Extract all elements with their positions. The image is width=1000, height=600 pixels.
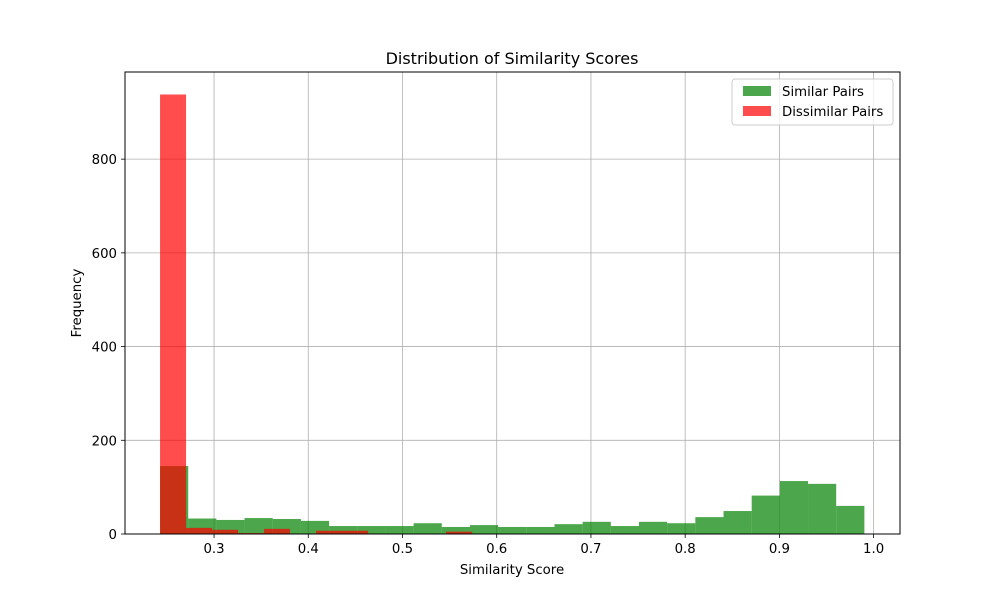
y-tick-label: 0	[109, 528, 117, 543]
histogram-bar	[385, 526, 414, 534]
y-tick-label: 200	[92, 434, 117, 449]
histogram-bar	[413, 523, 442, 534]
x-tick-label: 0.6	[486, 542, 507, 557]
histogram-bar	[446, 531, 473, 534]
histogram-bar	[808, 483, 837, 534]
legend-label-dissimilar: Dissimilar Pairs	[782, 105, 883, 120]
x-tick-label: 0.5	[392, 542, 413, 557]
legend-box	[731, 78, 894, 126]
histogram-bar	[582, 521, 611, 534]
x-axis-label: Similarity Score	[460, 563, 564, 578]
histogram-bar	[160, 94, 187, 534]
histogram-bar	[554, 524, 583, 534]
histogram-bars	[160, 94, 865, 534]
x-tick-label: 0.9	[769, 542, 790, 557]
series-similar-pairs	[160, 466, 865, 534]
x-tick-label: 0.8	[675, 542, 696, 557]
legend-swatch-dissimilar	[743, 106, 771, 116]
x-tick-label: 0.3	[203, 542, 224, 557]
histogram-bar	[638, 521, 668, 534]
legend: Similar Pairs Dissimilar Pairs	[731, 78, 894, 126]
histogram-bar	[526, 526, 555, 534]
histogram-bar	[836, 505, 865, 534]
x-tick-label: 1.0	[863, 542, 884, 557]
y-tick-label: 600	[92, 247, 117, 262]
histogram-bar	[469, 525, 499, 534]
histogram-bar	[723, 511, 752, 534]
x-tick-label: 0.7	[580, 542, 601, 557]
histogram-bar	[498, 526, 527, 534]
histogram-bar	[695, 517, 724, 534]
legend-label-similar: Similar Pairs	[782, 85, 864, 100]
y-tick-label: 800	[92, 153, 117, 168]
y-tick-label: 400	[92, 341, 117, 356]
histogram-bar	[342, 530, 369, 534]
histogram-bar	[316, 530, 343, 534]
histogram-bar	[264, 528, 291, 534]
x-tick-label: 0.4	[298, 542, 319, 557]
x-axis-ticks: 0.3 0.4 0.5 0.6 0.7 0.8 0.9 1.0	[203, 534, 884, 557]
histogram-bar	[212, 529, 239, 534]
histogram-bar	[186, 527, 213, 534]
plot-frame	[124, 71, 901, 535]
series-dissimilar-pairs	[160, 94, 473, 534]
chart-title: Distribution of Similarity Scores	[386, 49, 639, 68]
histogram-bar	[329, 526, 358, 534]
grid-lines	[125, 72, 900, 535]
histogram-bar	[441, 526, 470, 534]
y-axis-ticks: 0 200 400 600 800	[92, 153, 125, 543]
histogram-bar	[667, 523, 696, 534]
histogram-bar	[357, 526, 386, 534]
histogram-bar	[751, 495, 780, 534]
histogram-bar	[779, 481, 809, 534]
y-axis-label: Frequency	[70, 269, 85, 338]
legend-swatch-similar	[743, 86, 771, 96]
histogram-bar	[610, 526, 639, 534]
